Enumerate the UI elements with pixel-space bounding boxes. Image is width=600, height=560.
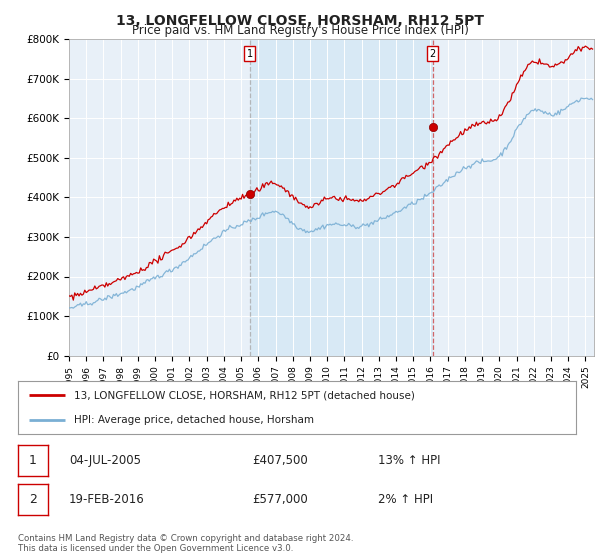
Text: 19-FEB-2016: 19-FEB-2016 (69, 493, 145, 506)
Text: Price paid vs. HM Land Registry's House Price Index (HPI): Price paid vs. HM Land Registry's House … (131, 24, 469, 37)
Text: 1: 1 (247, 49, 253, 59)
Text: 13, LONGFELLOW CLOSE, HORSHAM, RH12 5PT (detached house): 13, LONGFELLOW CLOSE, HORSHAM, RH12 5PT … (74, 390, 415, 400)
Text: £577,000: £577,000 (252, 493, 308, 506)
Bar (250, 39, 433, 356)
Text: HPI: Average price, detached house, Horsham: HPI: Average price, detached house, Hors… (74, 414, 314, 424)
Text: £407,500: £407,500 (252, 454, 308, 467)
Text: Contains HM Land Registry data © Crown copyright and database right 2024.
This d: Contains HM Land Registry data © Crown c… (18, 534, 353, 553)
Text: 04-JUL-2005: 04-JUL-2005 (69, 454, 141, 467)
Text: 2: 2 (29, 493, 37, 506)
Text: 2: 2 (430, 49, 436, 59)
Text: 13% ↑ HPI: 13% ↑ HPI (378, 454, 440, 467)
Text: 13, LONGFELLOW CLOSE, HORSHAM, RH12 5PT: 13, LONGFELLOW CLOSE, HORSHAM, RH12 5PT (116, 14, 484, 28)
Text: 2% ↑ HPI: 2% ↑ HPI (378, 493, 433, 506)
Text: 1: 1 (29, 454, 37, 467)
